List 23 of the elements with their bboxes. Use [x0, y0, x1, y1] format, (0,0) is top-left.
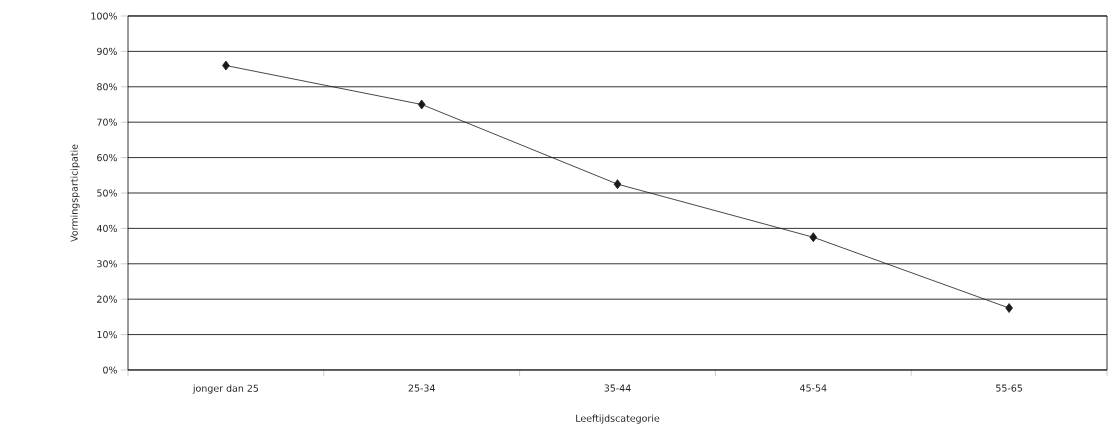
x-tick-label: 55-65: [996, 384, 1023, 392]
point: [1005, 303, 1013, 313]
point: [222, 60, 230, 71]
x-tick-label: 35-44: [604, 384, 631, 392]
y-tick-label: 40%: [96, 224, 117, 232]
x-tick-label: jonger dan 25: [192, 384, 259, 394]
x-axis-title: Leeftijdscategorie: [576, 414, 660, 424]
y-tick-label: 60%: [97, 154, 117, 162]
y-tick-label: 90%: [97, 47, 117, 55]
y-tick-label: 80%: [97, 83, 117, 91]
y-tick-label: 70%: [97, 118, 117, 126]
x-tick-label: 25-34: [408, 384, 435, 392]
y-tick-label: 10%: [97, 331, 117, 339]
point: [417, 99, 426, 110]
y-tick-label: 30%: [97, 260, 117, 268]
point: [613, 179, 622, 190]
y-tick-label: 20%: [97, 295, 117, 303]
x-tick-label: 45-54: [800, 384, 827, 392]
y-tick-label: 0%: [103, 366, 117, 374]
y-tick-label: 100%: [91, 12, 117, 20]
y-tick-label: 50%: [97, 189, 117, 197]
point: [809, 232, 818, 243]
y-axis-title: Vormingsparticipatie: [70, 144, 80, 242]
